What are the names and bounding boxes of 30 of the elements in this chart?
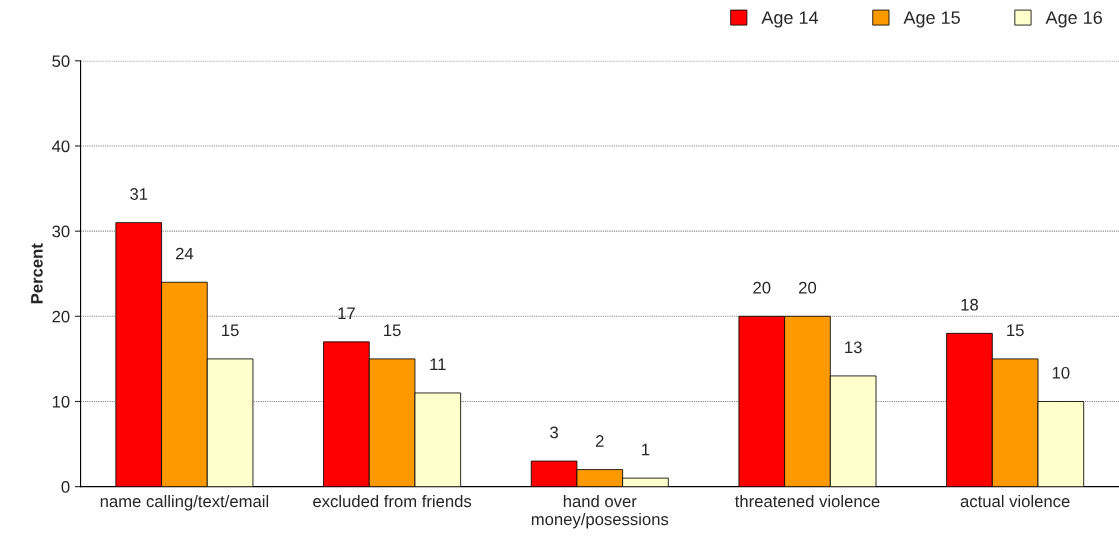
data-label: 15: [1007, 324, 1024, 337]
x-tick-label: actual violence: [960, 494, 1070, 508]
y-tick-label: 10: [52, 395, 70, 408]
legend-label: Age 15: [903, 11, 960, 28]
y-tick-label: 30: [52, 225, 70, 238]
y-tick-label: 0: [61, 481, 70, 493]
data-label: 10: [1052, 366, 1070, 379]
y-tick-label: 40: [52, 140, 70, 153]
data-label: 1: [642, 443, 650, 456]
y-axis-title: Percent: [31, 243, 43, 304]
x-tick-label: threatened violence: [734, 494, 880, 508]
data-label: 17: [338, 307, 355, 319]
x-tick-label: name calling/text/email: [100, 494, 269, 511]
data-label: 13: [845, 341, 862, 354]
x-tick-label: hand over money/posessions: [531, 494, 669, 529]
x-tick-label: excluded from friends: [313, 494, 472, 508]
data-label: 15: [384, 324, 401, 337]
data-label: 2: [595, 435, 604, 447]
data-label: 3: [550, 426, 558, 439]
y-tick-label: 50: [52, 55, 70, 68]
y-tick-label: 20: [52, 310, 70, 323]
data-label: 18: [961, 298, 979, 311]
data-label: 11: [430, 358, 446, 371]
data-label: 20: [799, 281, 817, 294]
data-label: 15: [222, 324, 239, 337]
data-label: 24: [175, 247, 194, 260]
legend-label: Age 16: [1045, 11, 1102, 28]
data-label: 20: [753, 281, 771, 294]
data-label: 31: [130, 188, 148, 200]
legend-label: Age 14: [761, 11, 819, 28]
